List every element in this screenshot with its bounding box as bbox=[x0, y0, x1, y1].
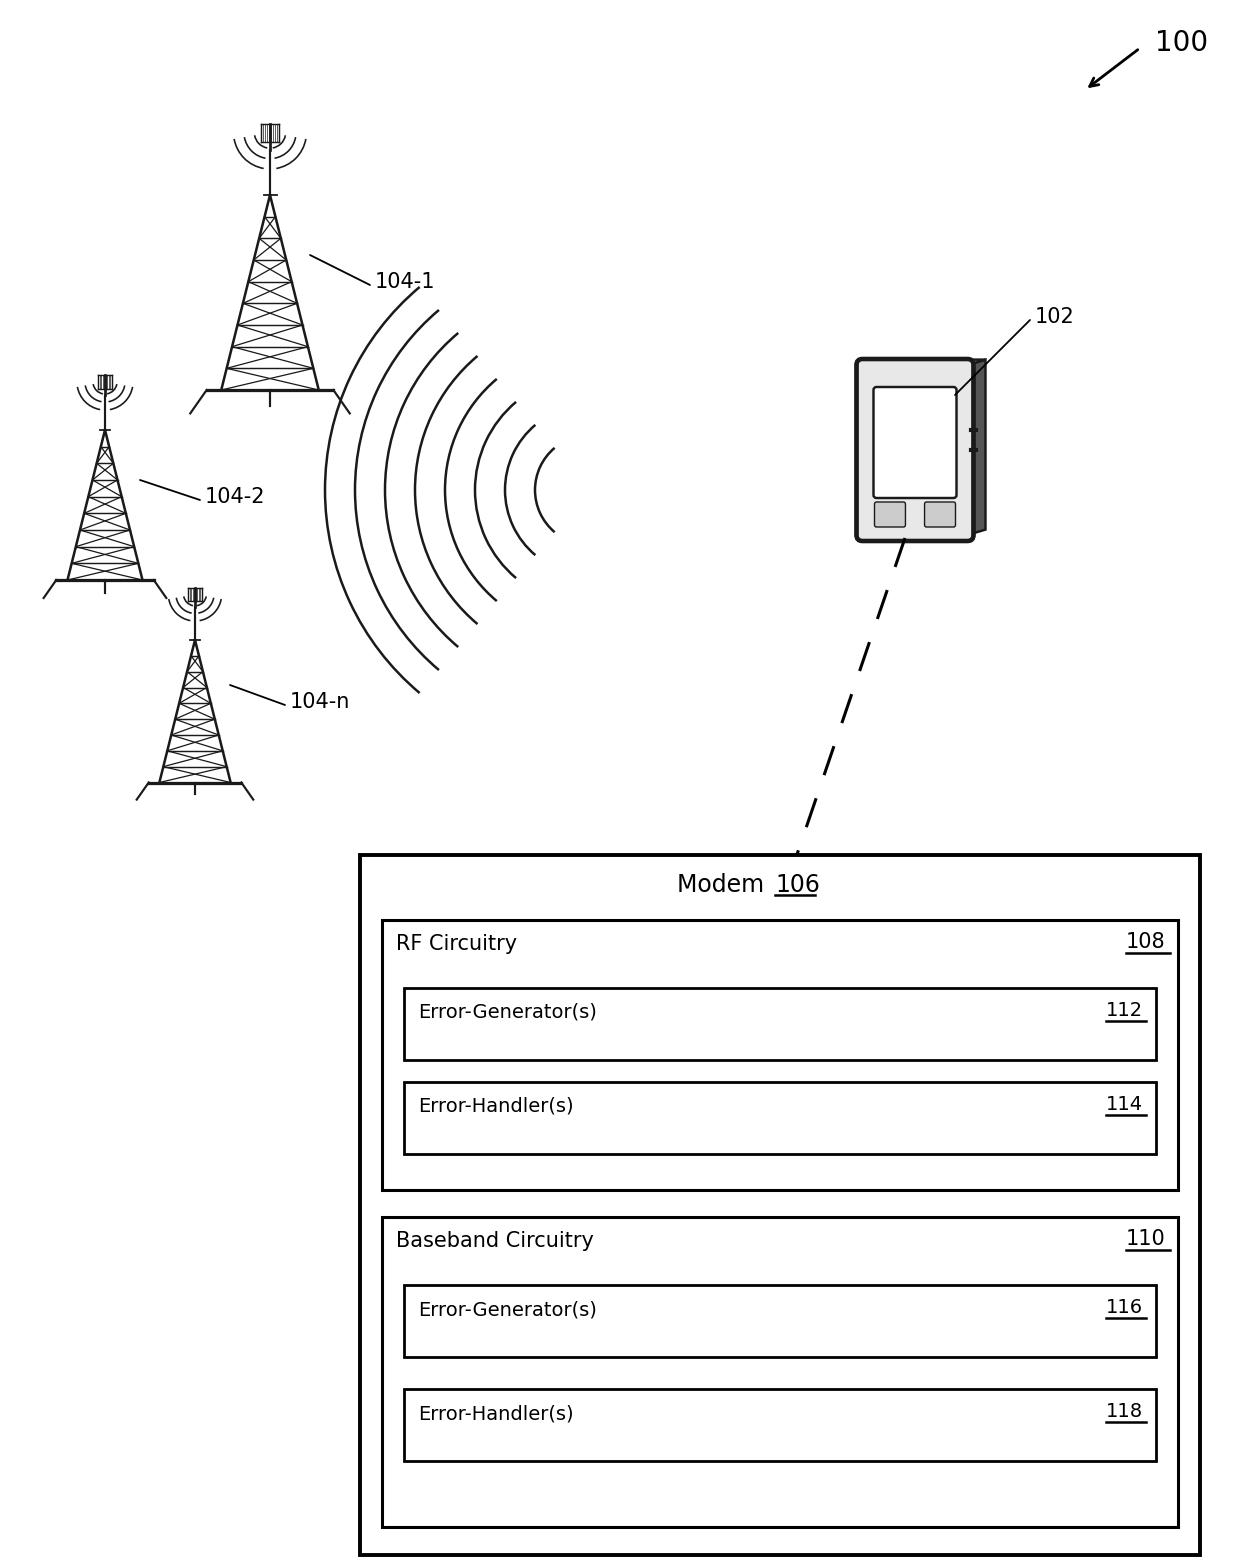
Text: 118: 118 bbox=[1106, 1402, 1143, 1421]
FancyBboxPatch shape bbox=[382, 920, 1178, 1189]
Text: Baseband Circuitry: Baseband Circuitry bbox=[396, 1232, 594, 1250]
Text: 100: 100 bbox=[1154, 30, 1208, 56]
Text: 114: 114 bbox=[1106, 1095, 1143, 1114]
Polygon shape bbox=[967, 359, 986, 534]
Text: 102: 102 bbox=[1035, 307, 1075, 328]
Text: Modem: Modem bbox=[677, 873, 773, 896]
FancyBboxPatch shape bbox=[874, 501, 905, 527]
Text: Error-Handler(s): Error-Handler(s) bbox=[418, 1404, 574, 1423]
FancyBboxPatch shape bbox=[857, 359, 973, 541]
Polygon shape bbox=[863, 359, 986, 365]
FancyBboxPatch shape bbox=[404, 1388, 1156, 1460]
FancyBboxPatch shape bbox=[404, 989, 1156, 1059]
Text: Error-Generator(s): Error-Generator(s) bbox=[418, 1301, 596, 1319]
Text: 116: 116 bbox=[1106, 1297, 1143, 1316]
FancyBboxPatch shape bbox=[382, 1218, 1178, 1526]
FancyBboxPatch shape bbox=[404, 1285, 1156, 1357]
Text: 112: 112 bbox=[1106, 1001, 1143, 1020]
FancyBboxPatch shape bbox=[925, 501, 956, 527]
Text: 104-2: 104-2 bbox=[205, 487, 265, 508]
Text: 106: 106 bbox=[775, 873, 820, 896]
Text: RF Circuitry: RF Circuitry bbox=[396, 934, 517, 954]
FancyBboxPatch shape bbox=[360, 856, 1200, 1554]
FancyBboxPatch shape bbox=[404, 1081, 1156, 1153]
Text: Error-Generator(s): Error-Generator(s) bbox=[418, 1003, 596, 1022]
FancyBboxPatch shape bbox=[873, 387, 956, 498]
Text: 108: 108 bbox=[1126, 932, 1166, 953]
Text: Error-Handler(s): Error-Handler(s) bbox=[418, 1097, 574, 1116]
Text: 110: 110 bbox=[1126, 1229, 1166, 1249]
Text: 104-1: 104-1 bbox=[374, 273, 435, 291]
Text: 104-n: 104-n bbox=[290, 693, 351, 711]
